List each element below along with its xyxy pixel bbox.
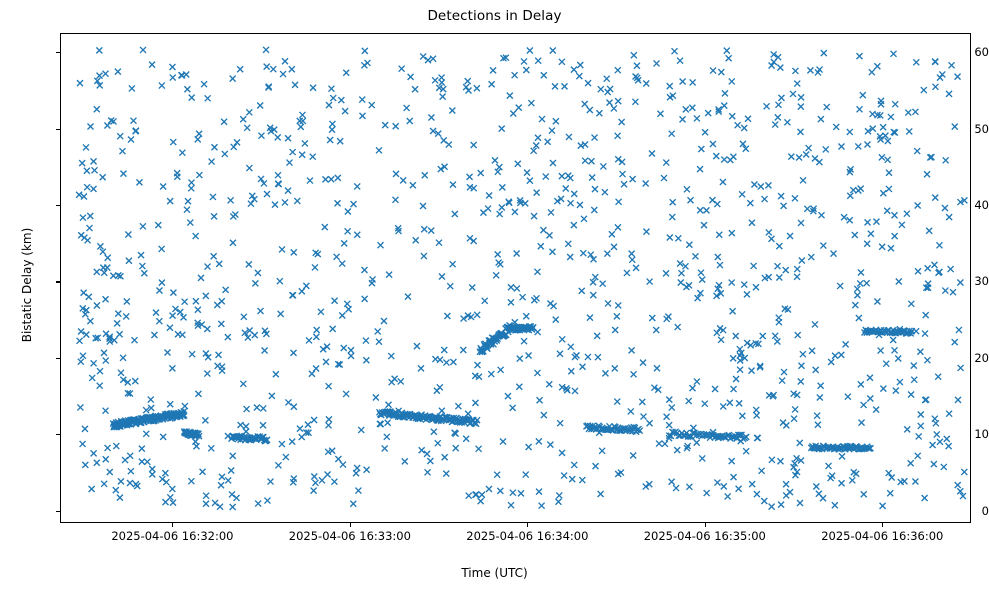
x-tick-label: 2025-04-06 16:32:00 bbox=[111, 529, 234, 543]
x-axis-label: Time (UTC) bbox=[461, 566, 528, 580]
x-tick-mark bbox=[349, 523, 351, 527]
y-axis-label: Bistatic Delay (km) bbox=[20, 227, 34, 343]
scatter-plot-canvas bbox=[60, 33, 971, 523]
x-tick-mark bbox=[172, 523, 174, 527]
x-tick-mark bbox=[704, 523, 706, 527]
x-tick-label: 2025-04-06 16:35:00 bbox=[643, 529, 766, 543]
page-title: Detections in Delay bbox=[427, 8, 562, 24]
x-tick-label: 2025-04-06 16:33:00 bbox=[288, 529, 411, 543]
x-tick-label: 2025-04-06 16:34:00 bbox=[466, 529, 589, 543]
x-tick-mark bbox=[527, 523, 529, 527]
x-tick-mark bbox=[882, 523, 884, 527]
x-tick-label: 2025-04-06 16:36:00 bbox=[821, 529, 944, 543]
